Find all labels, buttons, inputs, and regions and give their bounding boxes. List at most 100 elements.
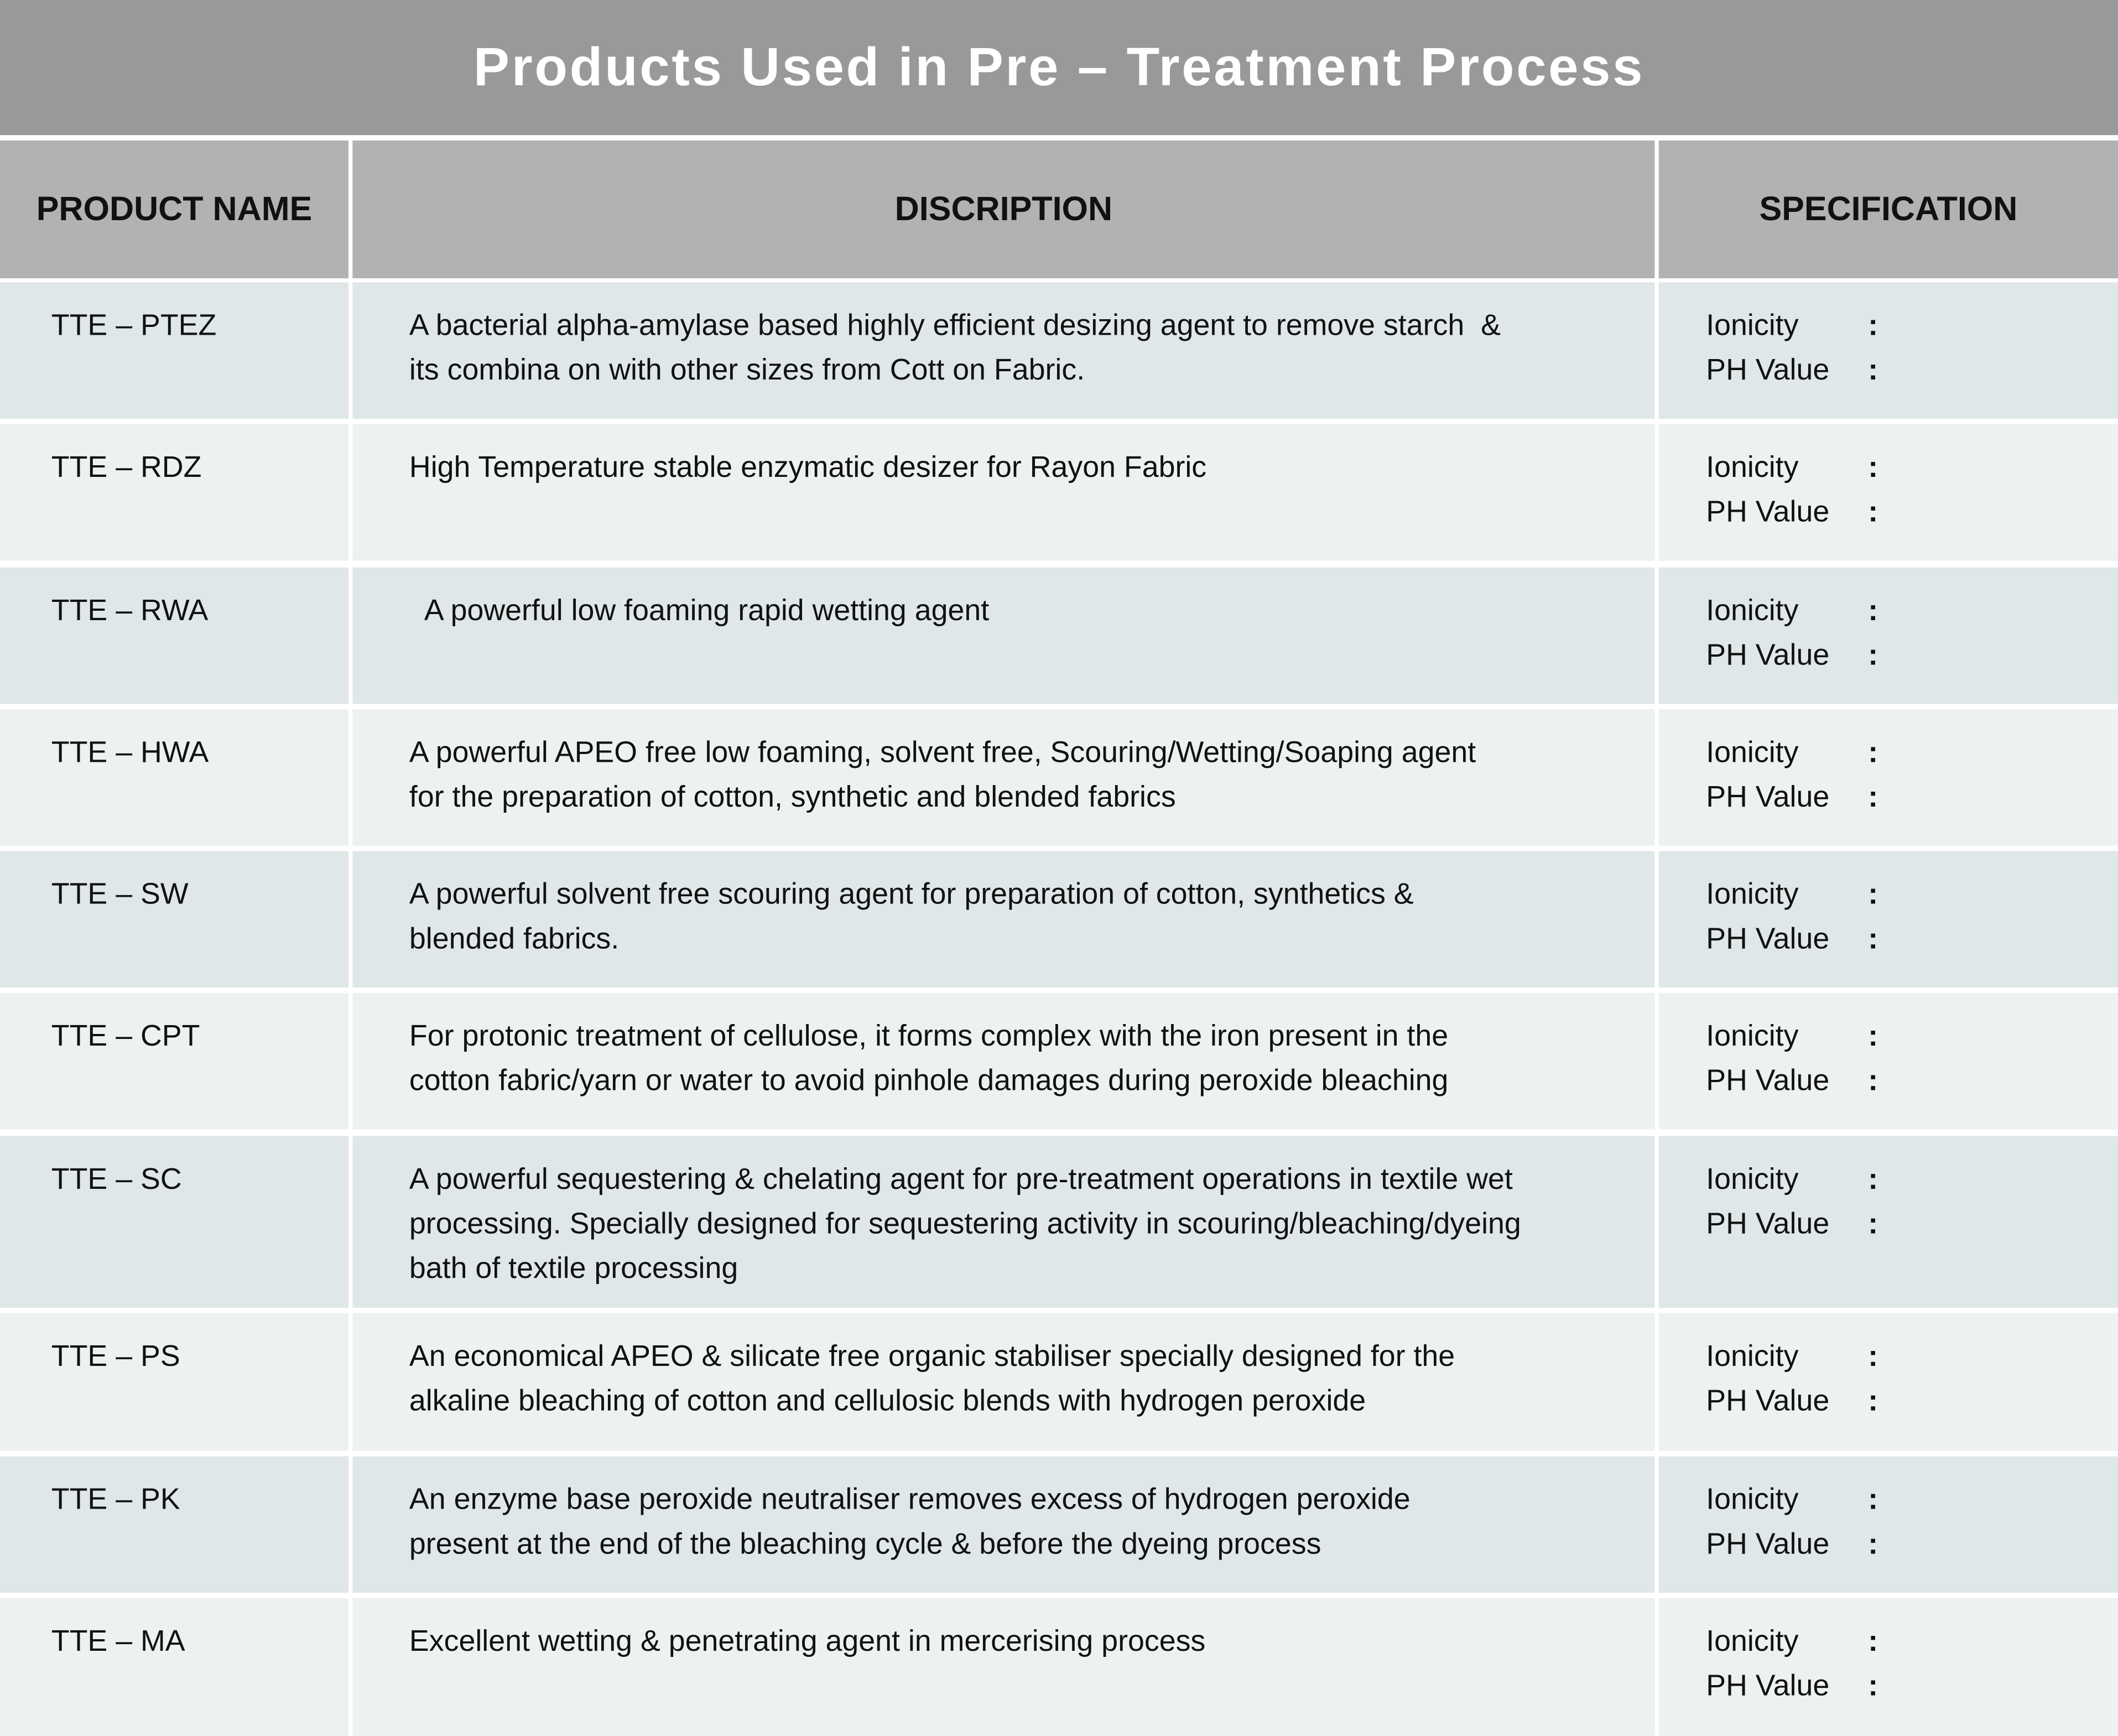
description-line: An enzyme base peroxide neutraliser remo… <box>409 1482 1411 1516</box>
spec-label: PH Value <box>1706 494 1830 528</box>
product-name-cell: TTE – PTEZ <box>0 282 349 419</box>
product-name: TTE – HWA <box>51 735 209 769</box>
product-name: TTE – RDZ <box>51 450 202 484</box>
description-line: A powerful sequestering & chelating agen… <box>409 1162 1513 1196</box>
spec-label: Ionicity <box>1706 1624 1799 1658</box>
description-cell: An economical APEO & silicate free organ… <box>352 1313 1655 1451</box>
spec-colon: : <box>1868 921 1878 955</box>
description-cell: High Temperature stable enzymatic desize… <box>352 424 1655 561</box>
spec-label: PH Value <box>1706 779 1830 814</box>
description-line: for the preparation of cotton, synthetic… <box>409 779 1176 814</box>
spec-colon: : <box>1868 876 1878 911</box>
product-name: TTE – PS <box>51 1339 180 1373</box>
product-name-cell: TTE – MA <box>0 1598 349 1736</box>
spec-ionicity: Ionicity: <box>1706 1619 2118 1664</box>
spec-ph: PH Value: <box>1706 632 2118 677</box>
specification-cell: Ionicity: PH Value: <box>1658 282 2118 419</box>
product-name-cell: TTE – PK <box>0 1456 349 1593</box>
spec-ph: PH Value: <box>1706 347 2118 392</box>
spec-colon: : <box>1868 1206 1878 1240</box>
spec-label: PH Value <box>1706 1668 1830 1702</box>
spec-colon: : <box>1868 779 1878 814</box>
spec-colon: : <box>1868 1339 1878 1373</box>
spec-ionicity: Ionicity: <box>1706 871 2118 916</box>
description-cell: A bacterial alpha-amylase based highly e… <box>352 282 1655 419</box>
description-line: processing. Specially designed for seque… <box>409 1206 1521 1240</box>
product-name: TTE – SC <box>51 1162 182 1196</box>
specification-cell: Ionicity: PH Value: <box>1658 424 2118 561</box>
product-name-cell: TTE – CPT <box>0 992 349 1130</box>
table-title: Products Used in Pre – Treatment Process <box>0 0 2118 136</box>
spec-colon: : <box>1868 1162 1878 1196</box>
description-line: alkaline bleaching of cotton and cellulo… <box>409 1383 1366 1417</box>
spec-colon: : <box>1868 637 1878 672</box>
description-line: For protonic treatment of cellulose, it … <box>409 1018 1449 1053</box>
spec-ph: PH Value: <box>1706 774 2118 819</box>
product-name: TTE – CPT <box>51 1018 200 1053</box>
description-line: its combina on with other sizes from Cot… <box>409 352 1085 387</box>
header-product-name: PRODUCT NAME <box>0 140 349 279</box>
spec-colon: : <box>1868 1063 1878 1097</box>
product-name-cell: TTE – RDZ <box>0 424 349 561</box>
spec-ph: PH Value: <box>1706 489 2118 534</box>
description-line: cotton fabric/yarn or water to avoid pin… <box>409 1063 1449 1097</box>
header-description: DISCRIPTION <box>352 140 1655 279</box>
spec-label: Ionicity <box>1706 1018 1799 1053</box>
spec-ionicity: Ionicity: <box>1706 303 2118 347</box>
description-line: bath of textile processing <box>409 1251 738 1285</box>
spec-ph: PH Value: <box>1706 1201 2118 1246</box>
product-name: TTE – SW <box>51 876 189 911</box>
product-name: TTE – PK <box>51 1482 180 1516</box>
spec-label: Ionicity <box>1706 308 1799 342</box>
description-line: A powerful low foaming rapid wetting age… <box>409 593 990 627</box>
product-name: TTE – PTEZ <box>51 308 217 342</box>
description-cell: Excellent wetting & penetrating agent in… <box>352 1598 1655 1736</box>
specification-cell: Ionicity: PH Value: <box>1658 851 2118 988</box>
product-name-cell: TTE – RWA <box>0 567 349 704</box>
spec-label: Ionicity <box>1706 450 1799 484</box>
spec-label: Ionicity <box>1706 1162 1799 1196</box>
description-cell: For protonic treatment of cellulose, it … <box>352 992 1655 1130</box>
spec-colon: : <box>1868 1018 1878 1053</box>
description-line: High Temperature stable enzymatic desize… <box>409 450 1207 484</box>
spec-colon: : <box>1868 735 1878 769</box>
product-name-cell: TTE – SC <box>0 1136 349 1308</box>
spec-colon: : <box>1868 494 1878 528</box>
spec-colon: : <box>1868 1482 1878 1516</box>
spec-colon: : <box>1868 1383 1878 1417</box>
spec-ionicity: Ionicity: <box>1706 1333 2118 1378</box>
description-cell: A powerful solvent free scouring agent f… <box>352 851 1655 988</box>
specification-cell: Ionicity: PH Value: <box>1658 1136 2118 1308</box>
description-line: An economical APEO & silicate free organ… <box>409 1339 1455 1373</box>
specification-cell: Ionicity: PH Value: <box>1658 567 2118 704</box>
product-name-cell: TTE – SW <box>0 851 349 988</box>
description-line: A powerful APEO free low foaming, solven… <box>409 735 1476 769</box>
description-line: present at the end of the bleaching cycl… <box>409 1526 1321 1561</box>
spec-ionicity: Ionicity: <box>1706 444 2118 489</box>
product-name: TTE – RWA <box>51 593 209 627</box>
spec-ionicity: Ionicity: <box>1706 1013 2118 1058</box>
header-specification: SPECIFICATION <box>1658 140 2118 279</box>
spec-ph: PH Value: <box>1706 1378 2118 1423</box>
product-name-cell: TTE – PS <box>0 1313 349 1451</box>
spec-label: Ionicity <box>1706 1482 1799 1516</box>
spec-label: Ionicity <box>1706 876 1799 911</box>
spec-ph: PH Value: <box>1706 1058 2118 1103</box>
specification-cell: Ionicity: PH Value: <box>1658 709 2118 846</box>
product-name-cell: TTE – HWA <box>0 709 349 846</box>
product-name: TTE – MA <box>51 1624 185 1658</box>
spec-ionicity: Ionicity: <box>1706 730 2118 775</box>
spec-ph: PH Value: <box>1706 1521 2118 1566</box>
spec-colon: : <box>1868 352 1878 387</box>
description-line: blended fabrics. <box>409 921 620 955</box>
description-cell: An enzyme base peroxide neutraliser remo… <box>352 1456 1655 1593</box>
specification-cell: Ionicity: PH Value: <box>1658 992 2118 1130</box>
spec-label: Ionicity <box>1706 735 1799 769</box>
spec-label: PH Value <box>1706 921 1830 955</box>
spec-ph: PH Value: <box>1706 1663 2118 1708</box>
description-line: Excellent wetting & penetrating agent in… <box>409 1624 1206 1658</box>
spec-label: PH Value <box>1706 352 1830 387</box>
spec-label: PH Value <box>1706 1063 1830 1097</box>
specification-cell: Ionicity: PH Value: <box>1658 1598 2118 1736</box>
